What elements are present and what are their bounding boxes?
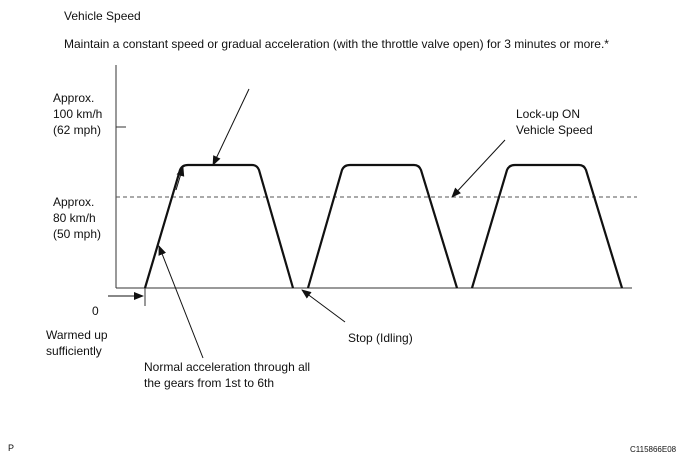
label-line: sufficiently — [46, 344, 102, 358]
footer-p: P — [8, 443, 15, 453]
stop-label: Stop (Idling) — [348, 331, 413, 345]
figure-code: C115866E08 — [630, 445, 677, 454]
label-line: Approx. — [53, 195, 95, 209]
label-line: 80 km/h — [53, 211, 96, 225]
label-line: Warmed up — [46, 328, 108, 342]
label-line: (62 mph) — [53, 123, 102, 137]
normal-accel-label: Normal acceleration through all the gear… — [144, 359, 310, 391]
stop-arrow — [301, 289, 346, 323]
instruction: Maintain a constant speed or gradual acc… — [64, 37, 609, 51]
label-line: Vehicle Speed — [516, 123, 593, 137]
label-line: the gears from 1st to 6th — [144, 376, 275, 390]
label-100: Approx. 100 km/h (62 mph) — [53, 90, 102, 138]
warmed-label: Warmed up sufficiently — [46, 327, 108, 359]
constant-speed-arrow — [212, 88, 250, 166]
speed-cycle-1 — [143, 163, 295, 289]
label-line: Normal acceleration through all — [144, 360, 311, 374]
label-line: 100 km/h — [53, 107, 103, 121]
speed-cycle-3 — [470, 163, 624, 289]
lockup-arrow — [451, 139, 506, 198]
label-zero: 0 — [92, 304, 99, 318]
label-line: Lock-up ON — [516, 107, 581, 121]
label-line: (50 mph) — [53, 227, 102, 241]
label-80: Approx. 80 km/h (50 mph) — [53, 194, 101, 242]
normal-accel-arrow — [158, 245, 204, 359]
lockup-label: Lock-up ON Vehicle Speed — [516, 106, 593, 138]
speed-cycle-2 — [306, 163, 459, 289]
label-line: Approx. — [53, 91, 95, 105]
accel-arrow-icon — [175, 166, 185, 191]
heading: Vehicle Speed — [64, 9, 141, 23]
